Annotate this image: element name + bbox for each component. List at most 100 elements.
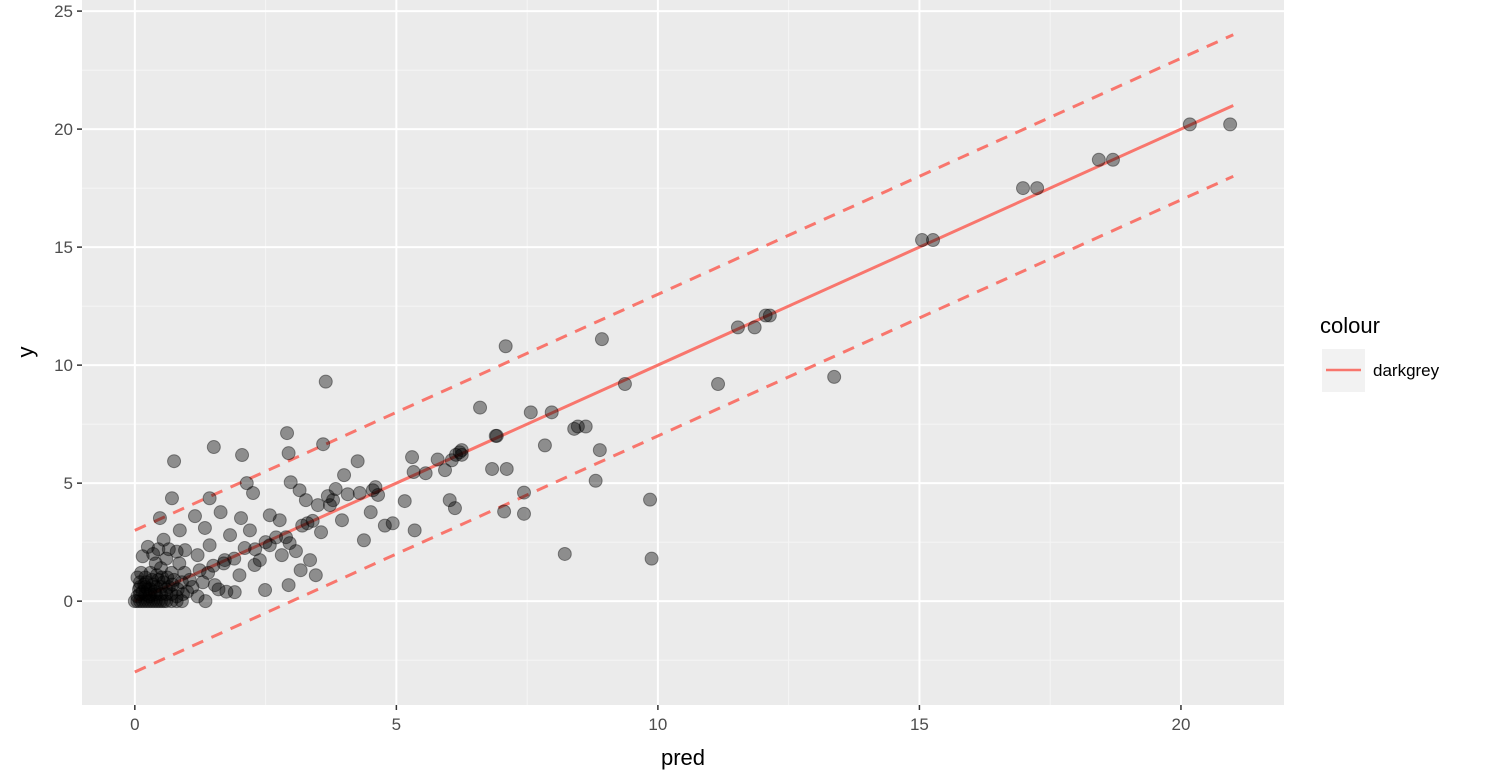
data-point: [169, 544, 184, 559]
data-point: [328, 482, 343, 497]
data-point: [149, 568, 164, 583]
data-point: [448, 447, 463, 462]
data-point: [190, 589, 205, 604]
data-point: [219, 584, 234, 599]
data-point: [320, 489, 335, 504]
data-point: [405, 450, 420, 465]
data-point: [430, 452, 445, 467]
data-point: [169, 594, 184, 609]
data-point: [300, 516, 315, 531]
data-point: [1182, 117, 1197, 132]
data-point: [138, 570, 153, 585]
data-points: [127, 117, 1238, 609]
data-point: [454, 447, 469, 462]
data-point: [444, 453, 459, 468]
data-point: [160, 570, 175, 585]
data-point: [143, 594, 158, 609]
data-point: [185, 579, 200, 594]
x-tick-label: 20: [1171, 715, 1190, 734]
data-point: [140, 539, 155, 554]
data-point: [132, 582, 147, 597]
data-point: [161, 579, 176, 594]
data-point: [827, 369, 842, 384]
data-point: [295, 518, 310, 533]
data-point: [177, 565, 192, 580]
data-point: [182, 572, 197, 587]
data-point: [207, 578, 222, 593]
data-point: [1223, 117, 1238, 132]
data-point: [135, 549, 150, 564]
data-point: [1015, 181, 1030, 196]
data-point: [282, 536, 297, 551]
data-point: [407, 523, 422, 538]
data-point: [153, 561, 168, 576]
data-point: [133, 579, 148, 594]
data-point: [578, 419, 593, 434]
data-point: [730, 320, 745, 335]
data-point: [242, 523, 257, 538]
data-point: [145, 572, 160, 587]
reference-lines: [134, 33, 1234, 674]
data-point: [156, 594, 171, 609]
data-point: [217, 553, 232, 568]
data-point: [216, 556, 231, 571]
data-point: [137, 577, 152, 592]
data-point: [151, 572, 166, 587]
data-point: [316, 437, 331, 452]
data-point: [318, 374, 333, 389]
bound-line-dashed: [134, 174, 1234, 674]
data-point: [178, 543, 193, 558]
data-point: [485, 461, 500, 476]
data-point: [1091, 152, 1106, 167]
data-point: [272, 513, 287, 528]
data-point: [202, 491, 217, 506]
data-point: [363, 505, 378, 520]
data-point: [159, 587, 174, 602]
data-point: [452, 445, 467, 460]
data-point: [305, 513, 320, 528]
data-point: [537, 438, 552, 453]
data-point: [377, 518, 392, 533]
data-point: [156, 575, 171, 590]
data-point: [127, 594, 142, 609]
data-point: [151, 594, 166, 609]
data-point: [169, 589, 184, 604]
data-point: [167, 454, 182, 469]
data-point: [283, 475, 298, 490]
data-point: [164, 491, 179, 506]
data-point: [340, 487, 355, 502]
data-point: [130, 589, 145, 604]
data-point: [135, 594, 150, 609]
data-point: [758, 308, 773, 323]
data-point: [138, 587, 153, 602]
data-point: [143, 582, 158, 597]
data-point: [130, 594, 145, 609]
data-point: [262, 508, 277, 523]
data-point: [187, 509, 202, 524]
data-point: [915, 233, 930, 248]
data-point: [140, 582, 155, 597]
data-point: [180, 584, 195, 599]
data-point: [644, 551, 659, 566]
data-point: [246, 486, 261, 501]
data-point: [148, 556, 163, 571]
data-point: [148, 594, 163, 609]
data-point: [192, 563, 207, 578]
data-point: [570, 419, 585, 434]
data-point: [190, 548, 205, 563]
data-point: [356, 533, 371, 548]
data-point: [133, 575, 148, 590]
data-point: [498, 339, 513, 354]
data-point: [237, 541, 252, 556]
data-point: [926, 233, 941, 248]
data-point: [139, 575, 154, 590]
data-point: [516, 506, 531, 521]
data-point: [223, 528, 238, 543]
data-point: [262, 538, 277, 553]
data-point: [146, 594, 161, 609]
data-point: [397, 494, 412, 509]
data-point: [140, 594, 155, 609]
data-point: [447, 501, 462, 516]
data-point: [442, 493, 457, 508]
data-point: [170, 582, 185, 597]
